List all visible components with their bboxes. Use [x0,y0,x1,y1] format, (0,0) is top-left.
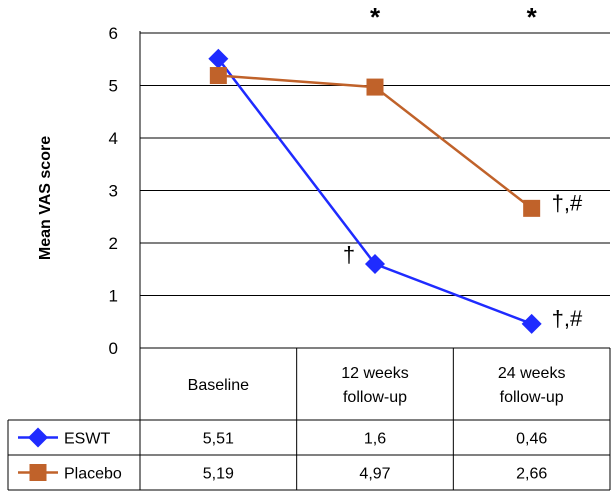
point-annotation: †,# [552,190,583,215]
y-tick-label: 4 [109,129,118,148]
table-value-cell: 4,97 [359,466,390,483]
series-layer: † †,# †,# [208,48,583,334]
table-value-cell: 1,6 [364,431,386,448]
y-tick-label: 1 [109,287,118,306]
data-point-square [366,78,384,96]
significance-star: * [370,2,381,32]
y-axis-ticks: 0 1 2 3 4 5 6 [109,24,118,358]
point-annotation: † [343,242,355,267]
table-value-cell: 0,46 [516,431,547,448]
data-point-diamond [521,313,542,334]
legend-marker [28,427,48,448]
y-tick-label: 0 [109,339,118,358]
point-annotation: †,# [552,306,583,331]
data-point-diamond [208,48,229,69]
legend-label: Placebo [64,466,122,483]
data-point-diamond [365,254,385,274]
x-category-label: 12 weeks follow-up [341,365,409,406]
y-tick-label: 2 [109,234,118,253]
table-value-cell: 5,19 [203,466,234,483]
legend-marker [29,464,47,481]
data-point-square [523,199,541,217]
significance-marks: * * [370,2,538,32]
series-eswt: † †,# [208,48,583,334]
x-category-label: Baseline [188,377,249,394]
y-tick-label: 6 [109,24,118,43]
y-tick-label: 3 [109,182,118,201]
series-placebo: †,# [209,67,583,217]
table-value-cell: 2,66 [516,466,547,483]
x-category-label: 24 weeks follow-up [498,365,566,406]
legend-label: ESWT [64,431,110,448]
y-tick-label: 5 [109,77,118,96]
series-line [217,57,533,326]
significance-star: * [527,2,538,32]
table-value-cell: 5,51 [203,431,234,448]
data-point-square [209,67,227,85]
y-axis-label: Mean VAS score [37,136,54,260]
data-table: Baseline 12 weeks follow-up 24 weeks follow-… [7,348,611,491]
